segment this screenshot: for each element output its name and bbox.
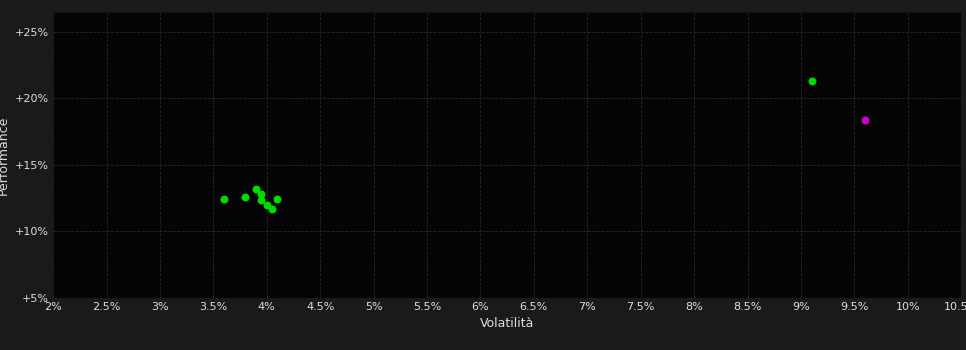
Point	[216, 196, 232, 202]
Point	[857, 117, 872, 122]
Point	[238, 194, 253, 199]
Point	[259, 202, 274, 208]
X-axis label: Volatilità: Volatilità	[480, 317, 534, 330]
Y-axis label: Performance: Performance	[0, 115, 10, 195]
Point	[254, 191, 270, 197]
Point	[270, 196, 285, 202]
Point	[804, 78, 819, 84]
Point	[254, 197, 270, 203]
Point	[248, 186, 264, 191]
Point	[265, 206, 280, 211]
